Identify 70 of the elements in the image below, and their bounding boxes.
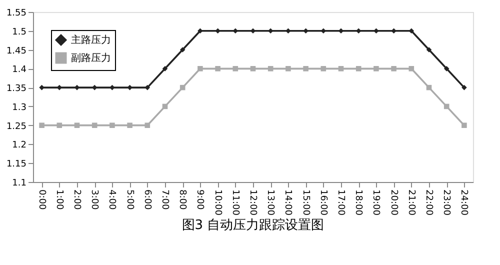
point — [110, 122, 115, 128]
x-tick-label: 16:00 — [318, 190, 328, 216]
x-tick-label: 10:00 — [212, 190, 222, 216]
point — [215, 28, 220, 34]
y-tick-label: 1.2 — [12, 140, 26, 151]
point — [286, 28, 291, 34]
x-tick-label: 18:00 — [353, 190, 364, 216]
point — [320, 66, 326, 72]
x-tick-label: 5:00 — [124, 190, 134, 210]
point — [338, 66, 344, 72]
point — [268, 66, 274, 72]
point — [303, 66, 308, 72]
point — [250, 66, 256, 72]
point — [286, 66, 291, 72]
x-tick-label: 6:00 — [142, 190, 152, 210]
point — [198, 66, 203, 72]
point — [374, 66, 379, 72]
y-tick-label: 1.55 — [6, 8, 26, 18]
x-tick-label: 0:00 — [36, 190, 46, 210]
x-tick-label: 24:00 — [458, 190, 469, 216]
point — [356, 66, 362, 72]
x-tick-label: 4:00 — [106, 190, 117, 210]
x-tick-label: 15:00 — [300, 190, 310, 216]
point — [408, 66, 414, 72]
x-tick-label: 13:00 — [265, 190, 276, 216]
point — [215, 66, 220, 72]
x-tick-label: 7:00 — [160, 190, 170, 210]
x-tick-label: 11:00 — [230, 190, 240, 216]
x-tick-label: 14:00 — [282, 190, 293, 216]
point — [144, 84, 150, 90]
point — [391, 28, 396, 34]
y-tick-label: 1.15 — [6, 160, 26, 170]
y-tick-label: 1.45 — [6, 46, 26, 56]
x-tick-label: 19:00 — [370, 190, 381, 216]
x-tick-label: 20:00 — [388, 190, 398, 216]
legend-label: 主路压力 — [71, 34, 111, 46]
point — [110, 84, 115, 90]
point — [92, 122, 98, 128]
point — [198, 28, 203, 34]
x-tick-label: 12:00 — [248, 190, 258, 216]
point — [56, 122, 62, 128]
y-tick-label: 1.4 — [12, 65, 27, 76]
point — [462, 84, 467, 90]
point — [180, 47, 186, 52]
x-tick-label: 2:00 — [72, 190, 82, 210]
text: 图3 自动压力跟踪设置图 — [182, 218, 324, 233]
legend-label: 副路压力 — [71, 52, 111, 64]
point — [232, 66, 238, 72]
y-tick-label: 1.25 — [6, 122, 26, 132]
x-tick-label: 9:00 — [194, 190, 205, 210]
y-tick-label: 1.35 — [6, 84, 26, 94]
point — [127, 122, 132, 128]
x-tick-label: 17:00 — [336, 190, 346, 216]
point — [444, 66, 450, 72]
point — [462, 122, 467, 128]
x-tick-label: 23:00 — [441, 190, 452, 216]
y-tick-label: 1.3 — [12, 102, 26, 113]
y-tick-label: 1.1 — [12, 178, 26, 188]
x-tick-label: 3:00 — [89, 190, 100, 210]
point — [303, 28, 308, 34]
x-tick-label: 1:00 — [54, 190, 64, 210]
point — [74, 122, 80, 128]
point — [391, 66, 396, 72]
point — [39, 122, 44, 128]
x-tick-label: 22:00 — [424, 190, 434, 216]
x-tick-label: 21:00 — [406, 190, 416, 216]
point — [374, 28, 379, 34]
x-tick-label: 8:00 — [177, 190, 188, 210]
y-tick-label: 1.5 — [12, 27, 26, 38]
point — [144, 122, 150, 128]
